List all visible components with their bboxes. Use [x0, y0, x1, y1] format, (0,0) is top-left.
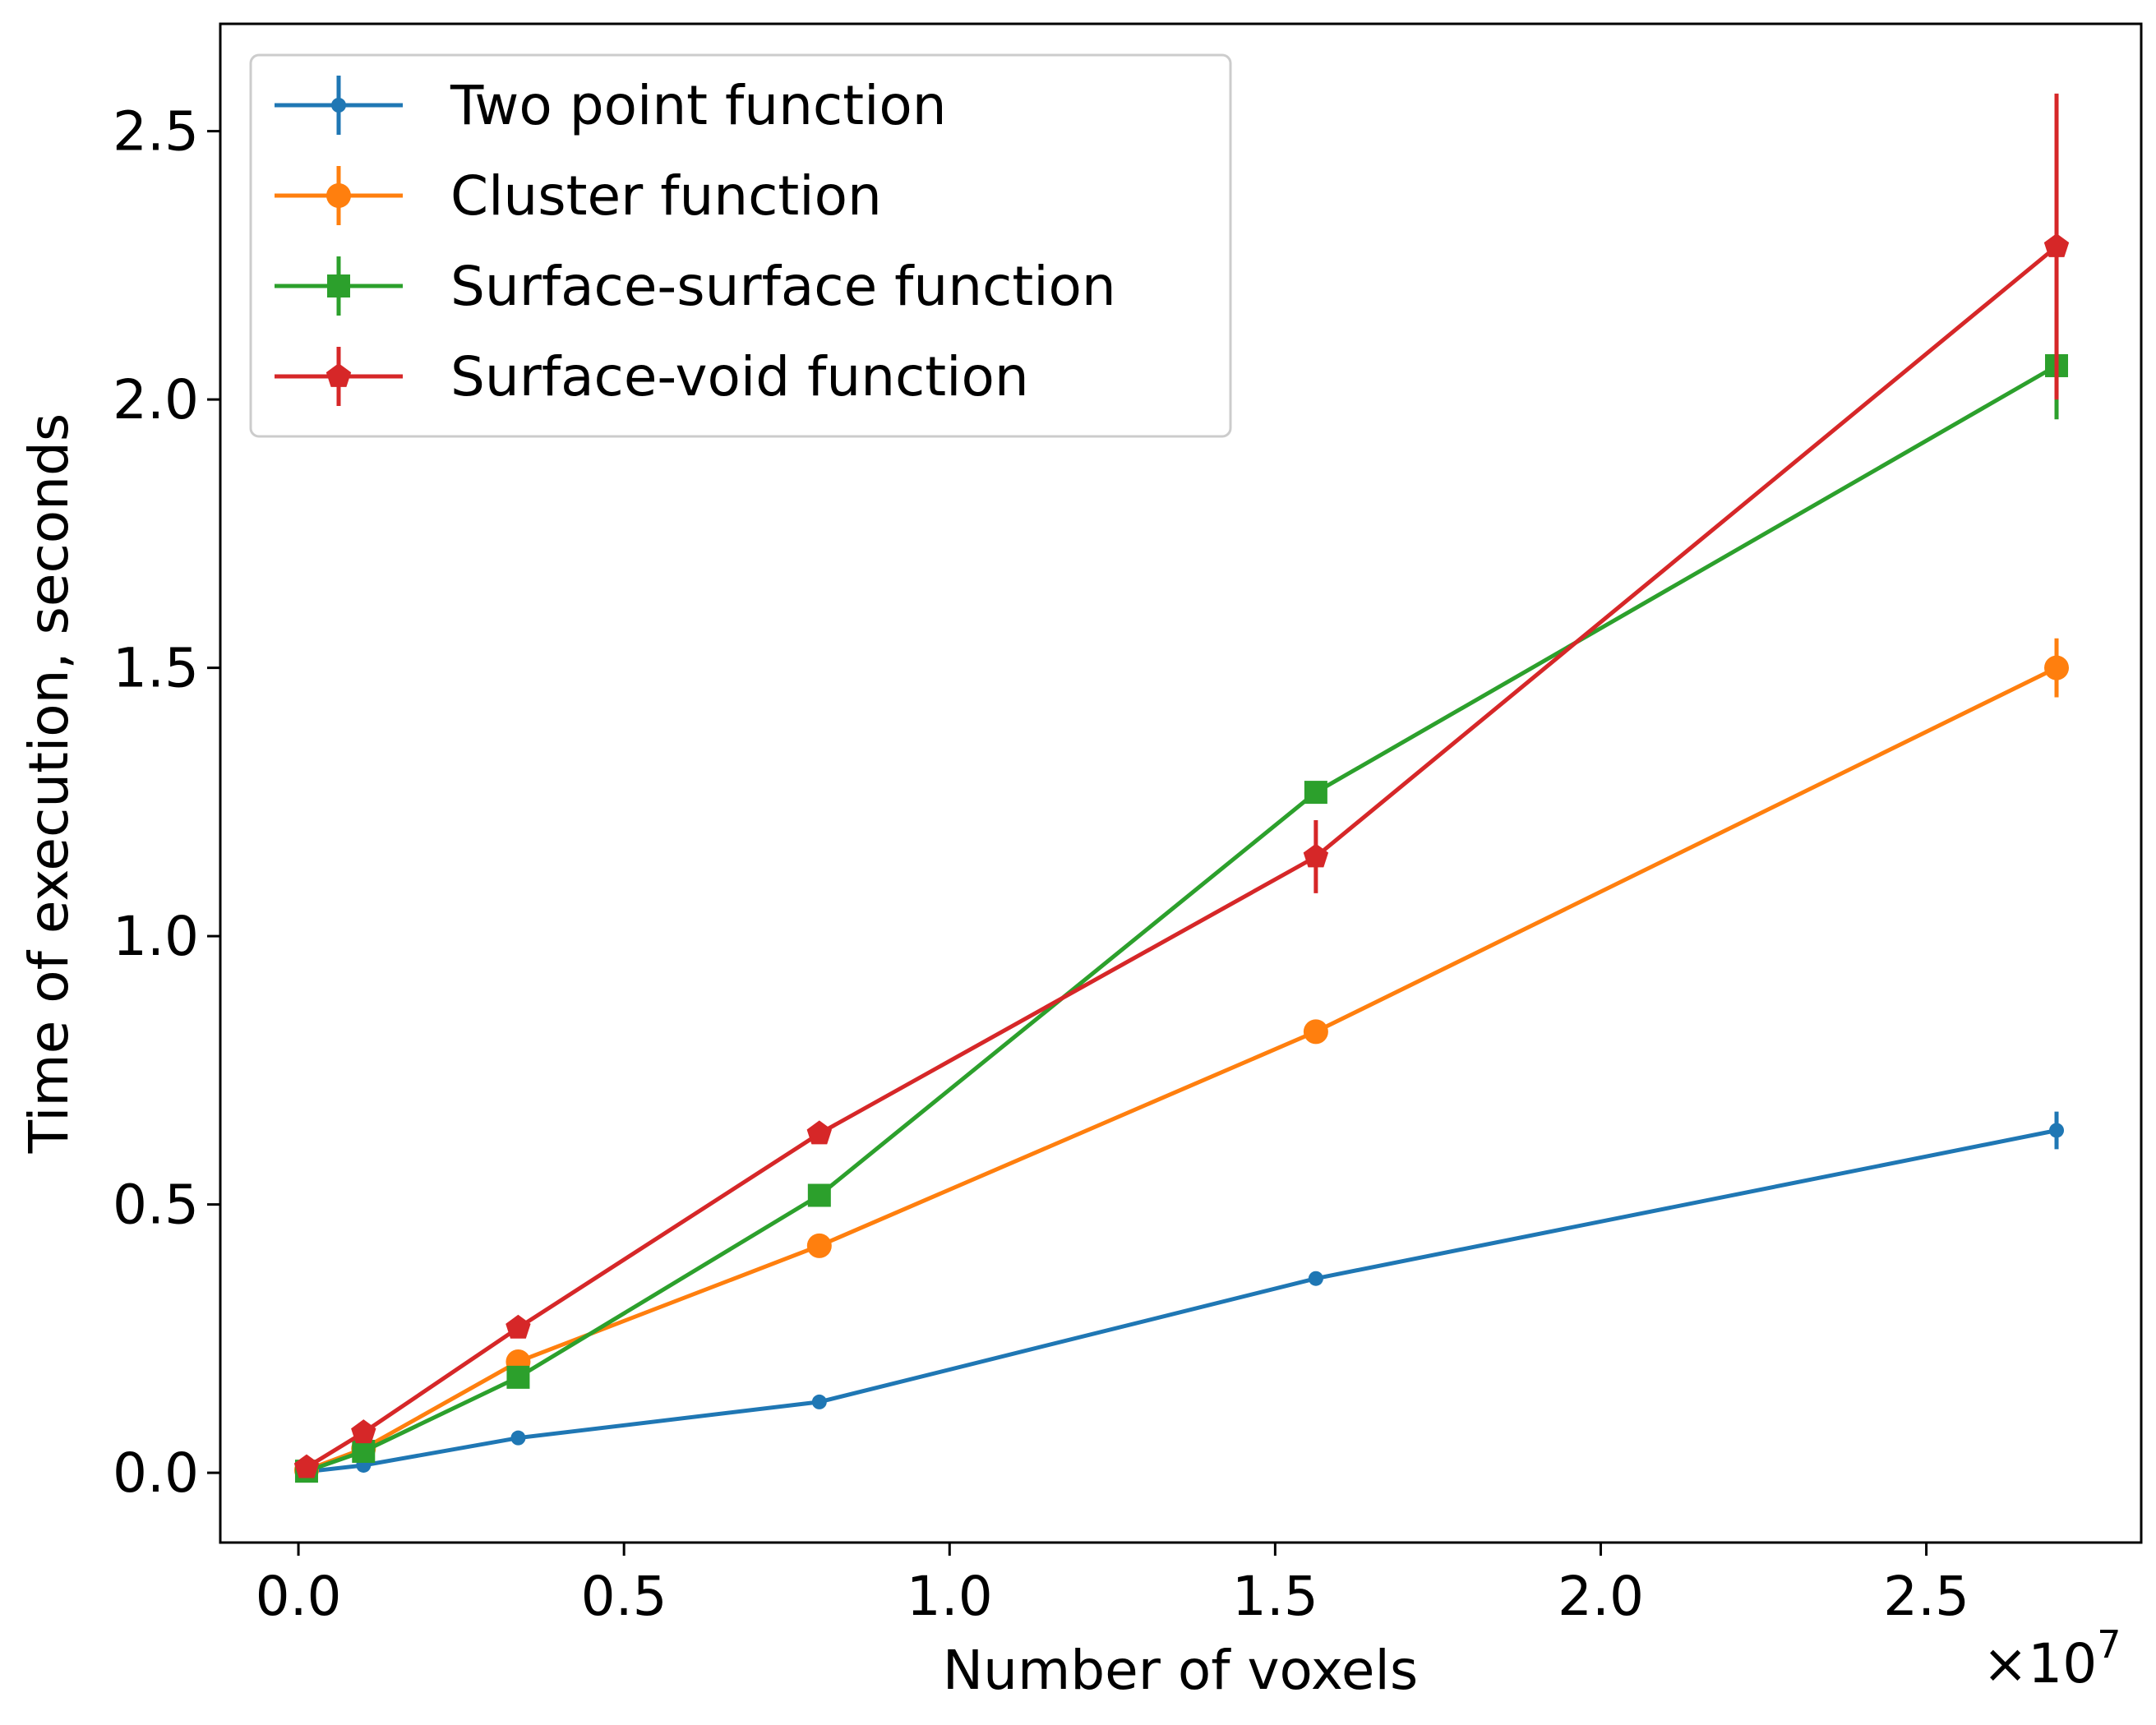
data-point [2043, 233, 2070, 257]
legend-marker [325, 363, 352, 387]
data-point [351, 1419, 376, 1444]
y-tick-label: 2.0 [113, 368, 199, 431]
series-surface-void-function [293, 93, 2070, 1478]
x-tick-label: 2.5 [1883, 1565, 1969, 1628]
y-tick-label: 0.0 [113, 1441, 199, 1505]
legend-label: Surface-void function [450, 345, 1029, 408]
data-point [1303, 1019, 1328, 1045]
x-tick-label: 0.0 [256, 1565, 342, 1628]
legend-label: Two point function [450, 74, 947, 137]
data-point [1303, 843, 1329, 868]
data-point [506, 1314, 531, 1339]
data-point [807, 1183, 831, 1207]
legend-item: Surface-void function [275, 345, 1029, 408]
x-tick-label: 2.0 [1558, 1565, 1644, 1628]
data-point [352, 1439, 376, 1463]
data-point [806, 1233, 832, 1258]
legend-marker [331, 98, 346, 113]
plot-lines [293, 93, 2070, 1483]
data-point [1304, 781, 1327, 805]
legend-label: Cluster function [450, 164, 882, 228]
y-axis-ticks: 0.0 0.5 1.0 1.5 2.0 2.5 [113, 100, 220, 1505]
y-tick-label: 1.0 [113, 905, 199, 968]
x-offset-label: ×107 [1983, 1622, 2121, 1695]
data-point [1308, 1271, 1323, 1286]
y-tick-label: 1.5 [113, 637, 199, 700]
series-line [305, 245, 2058, 1469]
x-tick-label: 0.5 [581, 1565, 667, 1628]
legend-box [249, 53, 1232, 438]
x-offset-base: ×10 [1983, 1632, 2097, 1695]
data-point [293, 1454, 320, 1478]
y-axis-label: Time of execution, seconds [17, 413, 81, 1154]
data-point [2044, 655, 2070, 680]
x-axis-label: Number of voxels [943, 1639, 1418, 1702]
legend-item: Surface-surface function [275, 255, 1116, 318]
y-tick-label: 2.5 [113, 100, 199, 164]
x-axis-ticks: 0.0 0.5 1.0 1.5 2.0 2.5 [256, 1543, 1969, 1628]
data-point [811, 1394, 827, 1409]
x-tick-label: 1.0 [907, 1565, 993, 1628]
x-tick-label: 1.5 [1232, 1565, 1318, 1628]
legend: Two point function Cluster function Surfac… [249, 53, 1232, 438]
legend-item: Two point function [275, 74, 947, 137]
legend-items: Two point function Cluster function Surfac… [275, 74, 1116, 408]
legend-item: Cluster function [275, 164, 882, 228]
legend-label: Surface-surface function [450, 255, 1116, 318]
data-point [2049, 1123, 2065, 1138]
y-tick-label: 0.5 [113, 1174, 199, 1237]
series-line [306, 1128, 2057, 1474]
data-point [506, 1365, 530, 1389]
legend-marker [326, 183, 351, 208]
legend-marker [327, 274, 350, 297]
data-point [806, 1120, 832, 1145]
x-offset-exponent: 7 [2097, 1622, 2121, 1667]
plot-frame [219, 22, 2143, 1544]
data-point [510, 1430, 526, 1446]
